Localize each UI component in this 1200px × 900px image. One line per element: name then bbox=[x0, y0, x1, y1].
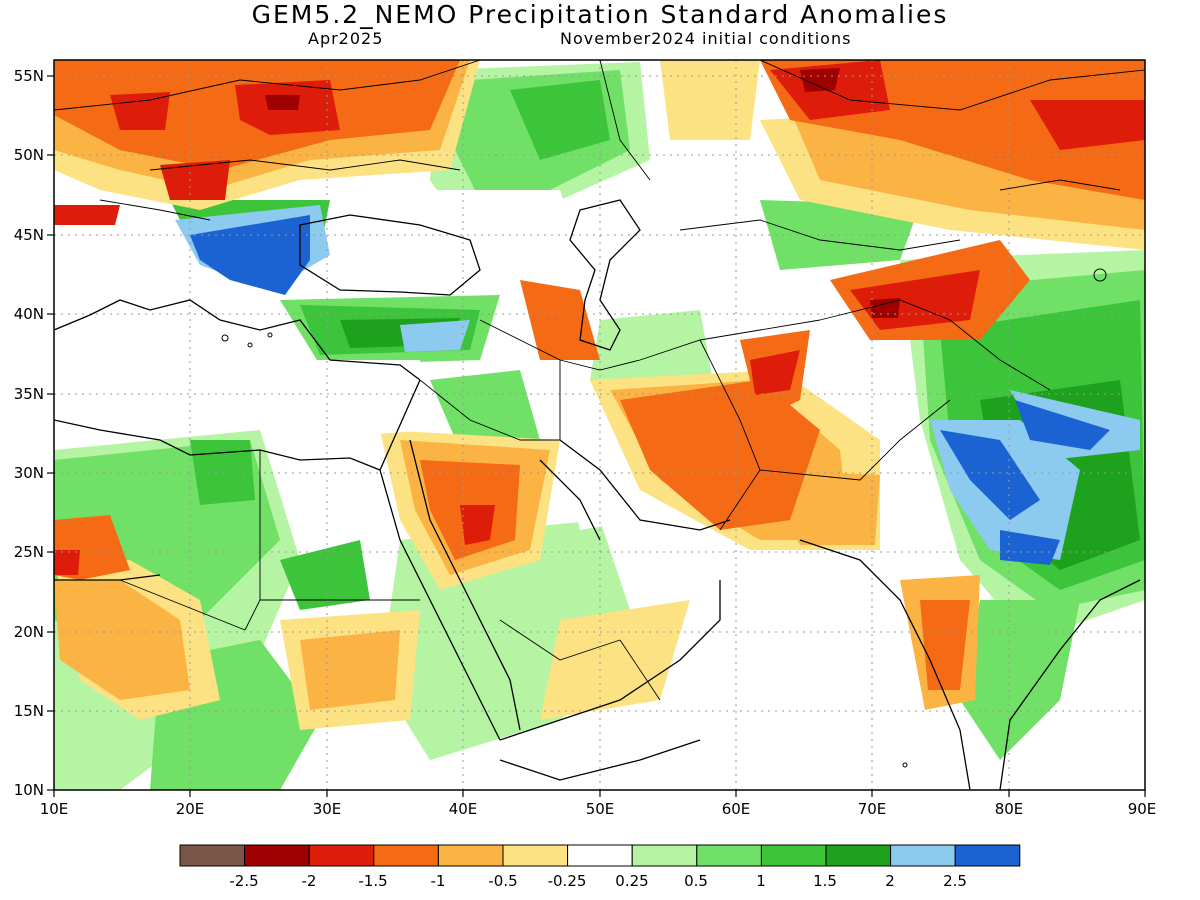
lon-label: 20E bbox=[176, 800, 205, 818]
legend-label: 1.5 bbox=[813, 872, 837, 890]
legend-color-box bbox=[567, 844, 633, 867]
map-panel bbox=[54, 60, 1145, 790]
legend-color-box bbox=[631, 844, 698, 867]
lat-label: 25N bbox=[14, 543, 44, 561]
lat-label: 55N bbox=[14, 67, 44, 85]
legend-color-box bbox=[502, 844, 569, 867]
lon-label: 30E bbox=[313, 800, 342, 818]
blue-anomalies bbox=[95, 170, 1110, 565]
grid-lines bbox=[54, 60, 1145, 790]
legend-label: 1 bbox=[756, 872, 766, 890]
initial-conditions-label: November2024 initial conditions bbox=[560, 29, 852, 48]
islands bbox=[221, 268, 1107, 768]
legend-color-box bbox=[179, 844, 246, 867]
lon-label: 60E bbox=[722, 800, 751, 818]
legend-color-box bbox=[890, 844, 956, 867]
legend-color-box bbox=[760, 844, 827, 867]
legend-color-box bbox=[825, 844, 892, 867]
lon-label: 70E bbox=[858, 800, 887, 818]
neutral-zones bbox=[54, 190, 900, 790]
lon-label: 10E bbox=[40, 800, 69, 818]
legend-label: 2 bbox=[885, 872, 895, 890]
legend-color-box bbox=[954, 844, 1021, 867]
lat-label: 20N bbox=[14, 623, 44, 641]
lat-label: 10N bbox=[14, 781, 44, 799]
legend-label: -1 bbox=[431, 872, 446, 890]
latitude-labels: 55N 50N 45N 40N 35N 30N 25N 20N 15N 10N bbox=[14, 67, 44, 799]
lat-label: 30N bbox=[14, 464, 44, 482]
legend-label: -2 bbox=[302, 872, 317, 890]
dark-red-anomalies bbox=[265, 68, 900, 318]
forecast-month: Apr2025 bbox=[308, 29, 384, 48]
lon-label: 40E bbox=[449, 800, 478, 818]
legend-label: -0.5 bbox=[488, 872, 517, 890]
legend-label: 2.5 bbox=[943, 872, 967, 890]
legend-color-boxes bbox=[179, 844, 1021, 867]
lat-label: 40N bbox=[14, 305, 44, 323]
lat-label: 50N bbox=[14, 146, 44, 164]
lon-label: 90E bbox=[1128, 800, 1157, 818]
legend-color-box bbox=[244, 844, 310, 867]
lat-label: 45N bbox=[14, 226, 44, 244]
lat-label: 35N bbox=[14, 385, 44, 403]
legend-color-box bbox=[696, 844, 762, 867]
legend-label: -2.5 bbox=[229, 872, 258, 890]
lon-label: 80E bbox=[995, 800, 1024, 818]
color-legend: -2.5 -2 -1.5 -1 -0.5 -0.25 0.25 0.5 1 1.… bbox=[179, 844, 1021, 890]
lon-label: 50E bbox=[586, 800, 615, 818]
lat-label: 15N bbox=[14, 702, 44, 720]
legend-color-box bbox=[373, 844, 439, 867]
legend-label: -1.5 bbox=[358, 872, 387, 890]
country-borders bbox=[54, 60, 1145, 701]
legend-color-box bbox=[308, 844, 375, 867]
legend-label: -0.25 bbox=[548, 872, 587, 890]
legend-label: 0.25 bbox=[615, 872, 648, 890]
legend-label: 0.5 bbox=[684, 872, 708, 890]
legend-color-box bbox=[437, 844, 504, 867]
longitude-labels: 10E 20E 30E 40E 50E 60E 70E 80E 90E bbox=[40, 800, 1157, 818]
axis-ticks bbox=[47, 75, 1146, 797]
chart-title: GEM5.2_NEMO Precipitation Standard Anoma… bbox=[251, 0, 949, 29]
